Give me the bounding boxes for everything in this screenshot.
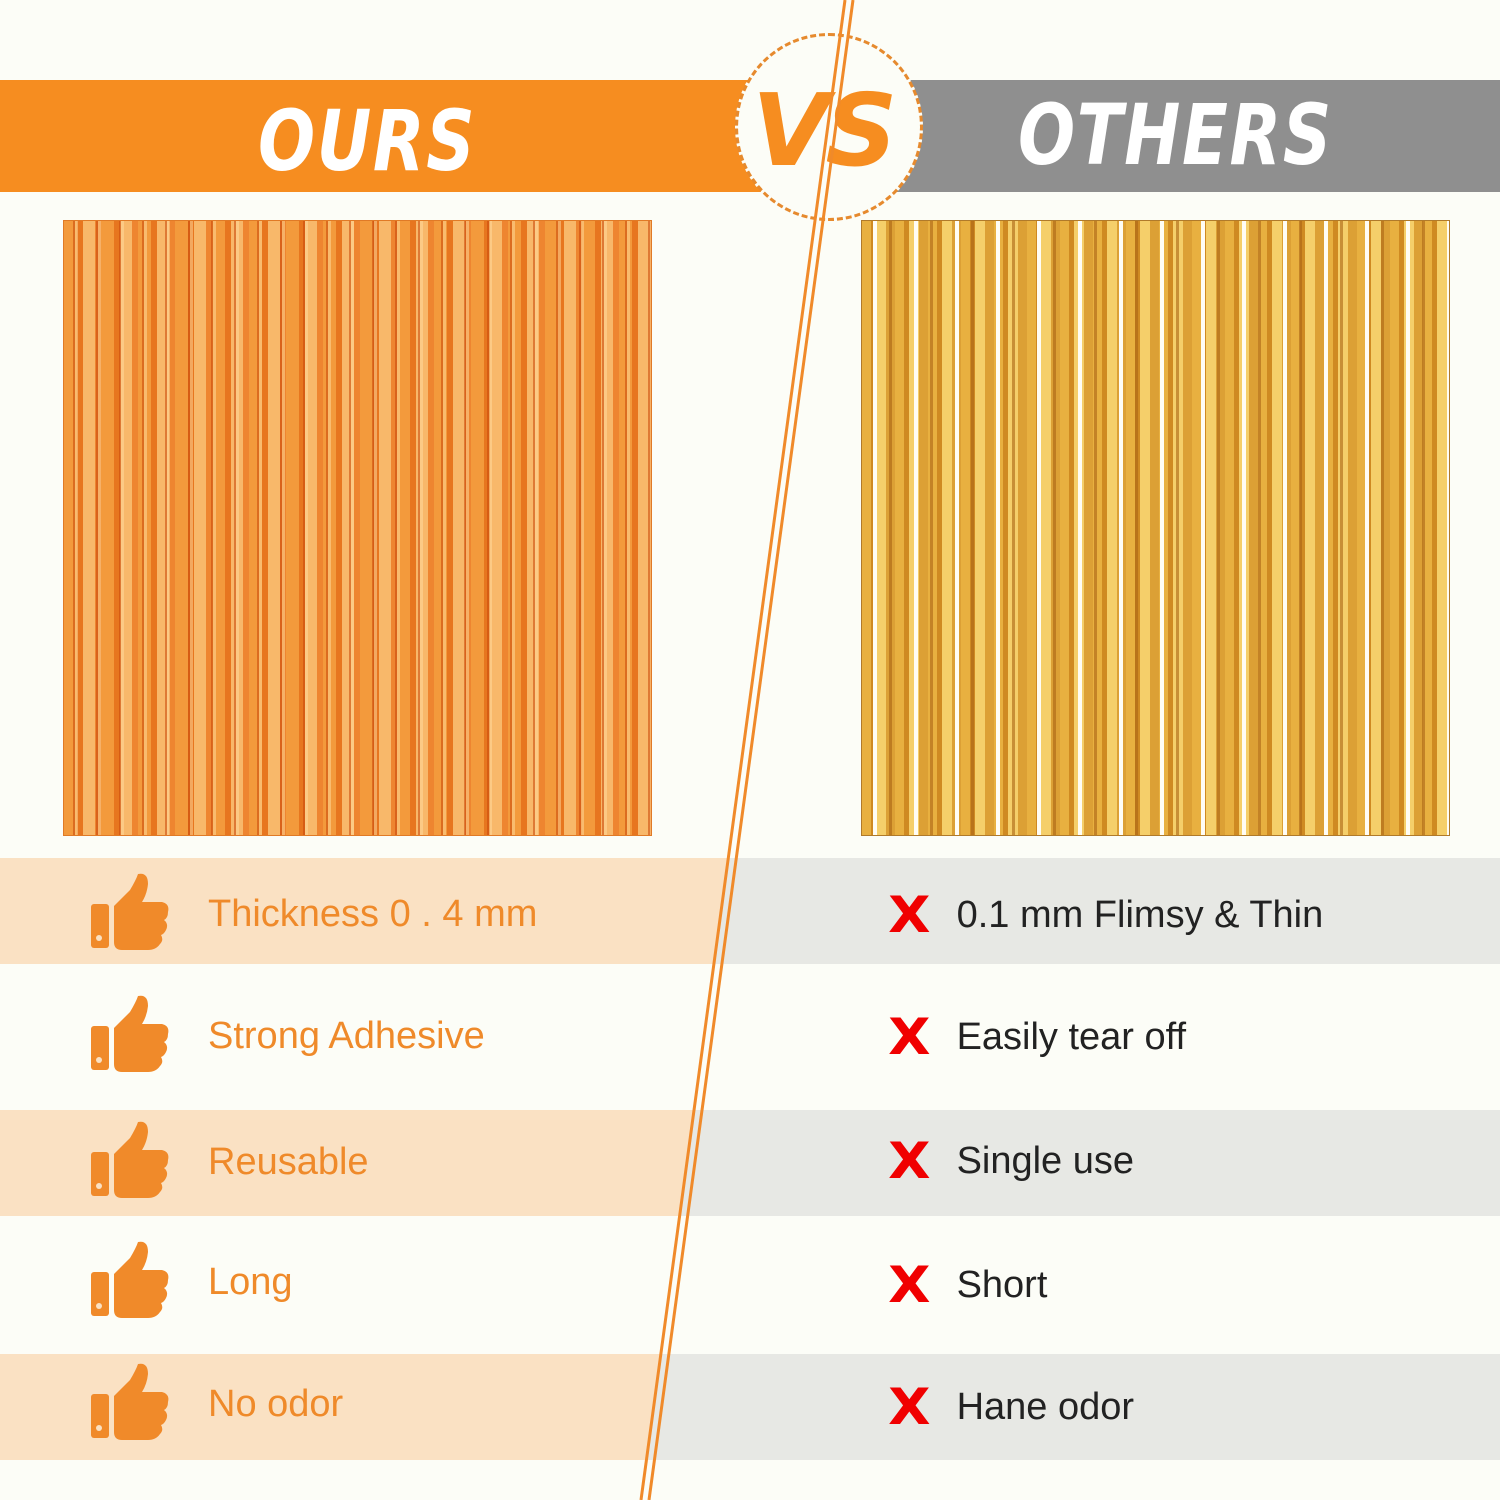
others-feature-label: Hane odor [956,1385,1135,1428]
cross-icon: X [888,1378,931,1436]
thumbs-up-icon [90,1362,170,1447]
ours-feature-item: No odor [90,1362,343,1447]
others-feature-item: X Short [888,1256,1048,1314]
ours-feature-item: Reusable [90,1120,369,1205]
ours-feature-label: Strong Adhesive [208,1015,485,1057]
others-feature-item: X Single use [888,1132,1135,1190]
others-title: OTHERS [1018,86,1333,184]
others-header-bar: OTHERS [880,80,1500,192]
ours-feature-item: Strong Adhesive [90,994,485,1079]
ours-feature-item: Long [90,1240,293,1325]
ours-title: OURS [258,92,477,190]
thumbs-up-icon [90,1240,170,1325]
others-feature-item: X 0.1 mm Flimsy & Thin [888,886,1324,944]
thumbs-up-icon [90,1120,170,1205]
others-feature-item: X Easily tear off [888,1008,1187,1066]
ours-feature-label: Reusable [208,1141,369,1183]
others-feature-label: Short [956,1263,1048,1306]
cross-icon: X [888,1132,931,1190]
ours-feature-label: No odor [208,1383,344,1425]
others-curtain-image [861,220,1450,836]
cross-icon: X [888,1008,931,1066]
ours-feature-label: Long [208,1261,293,1303]
cross-icon: X [888,886,931,944]
others-feature-label: 0.1 mm Flimsy & Thin [956,893,1324,936]
others-feature-label: Easily tear off [956,1015,1187,1058]
others-feature-label: Single use [956,1139,1135,1182]
ours-feature-item: Thickness 0 . 4 mm [90,872,537,957]
thumbs-up-icon [90,872,170,957]
thumbs-up-icon [90,994,170,1079]
ours-feature-label: Thickness 0 . 4 mm [208,893,538,935]
cross-icon: X [888,1256,931,1314]
ours-curtain-image [63,220,652,836]
others-feature-item: X Hane odor [888,1378,1135,1436]
